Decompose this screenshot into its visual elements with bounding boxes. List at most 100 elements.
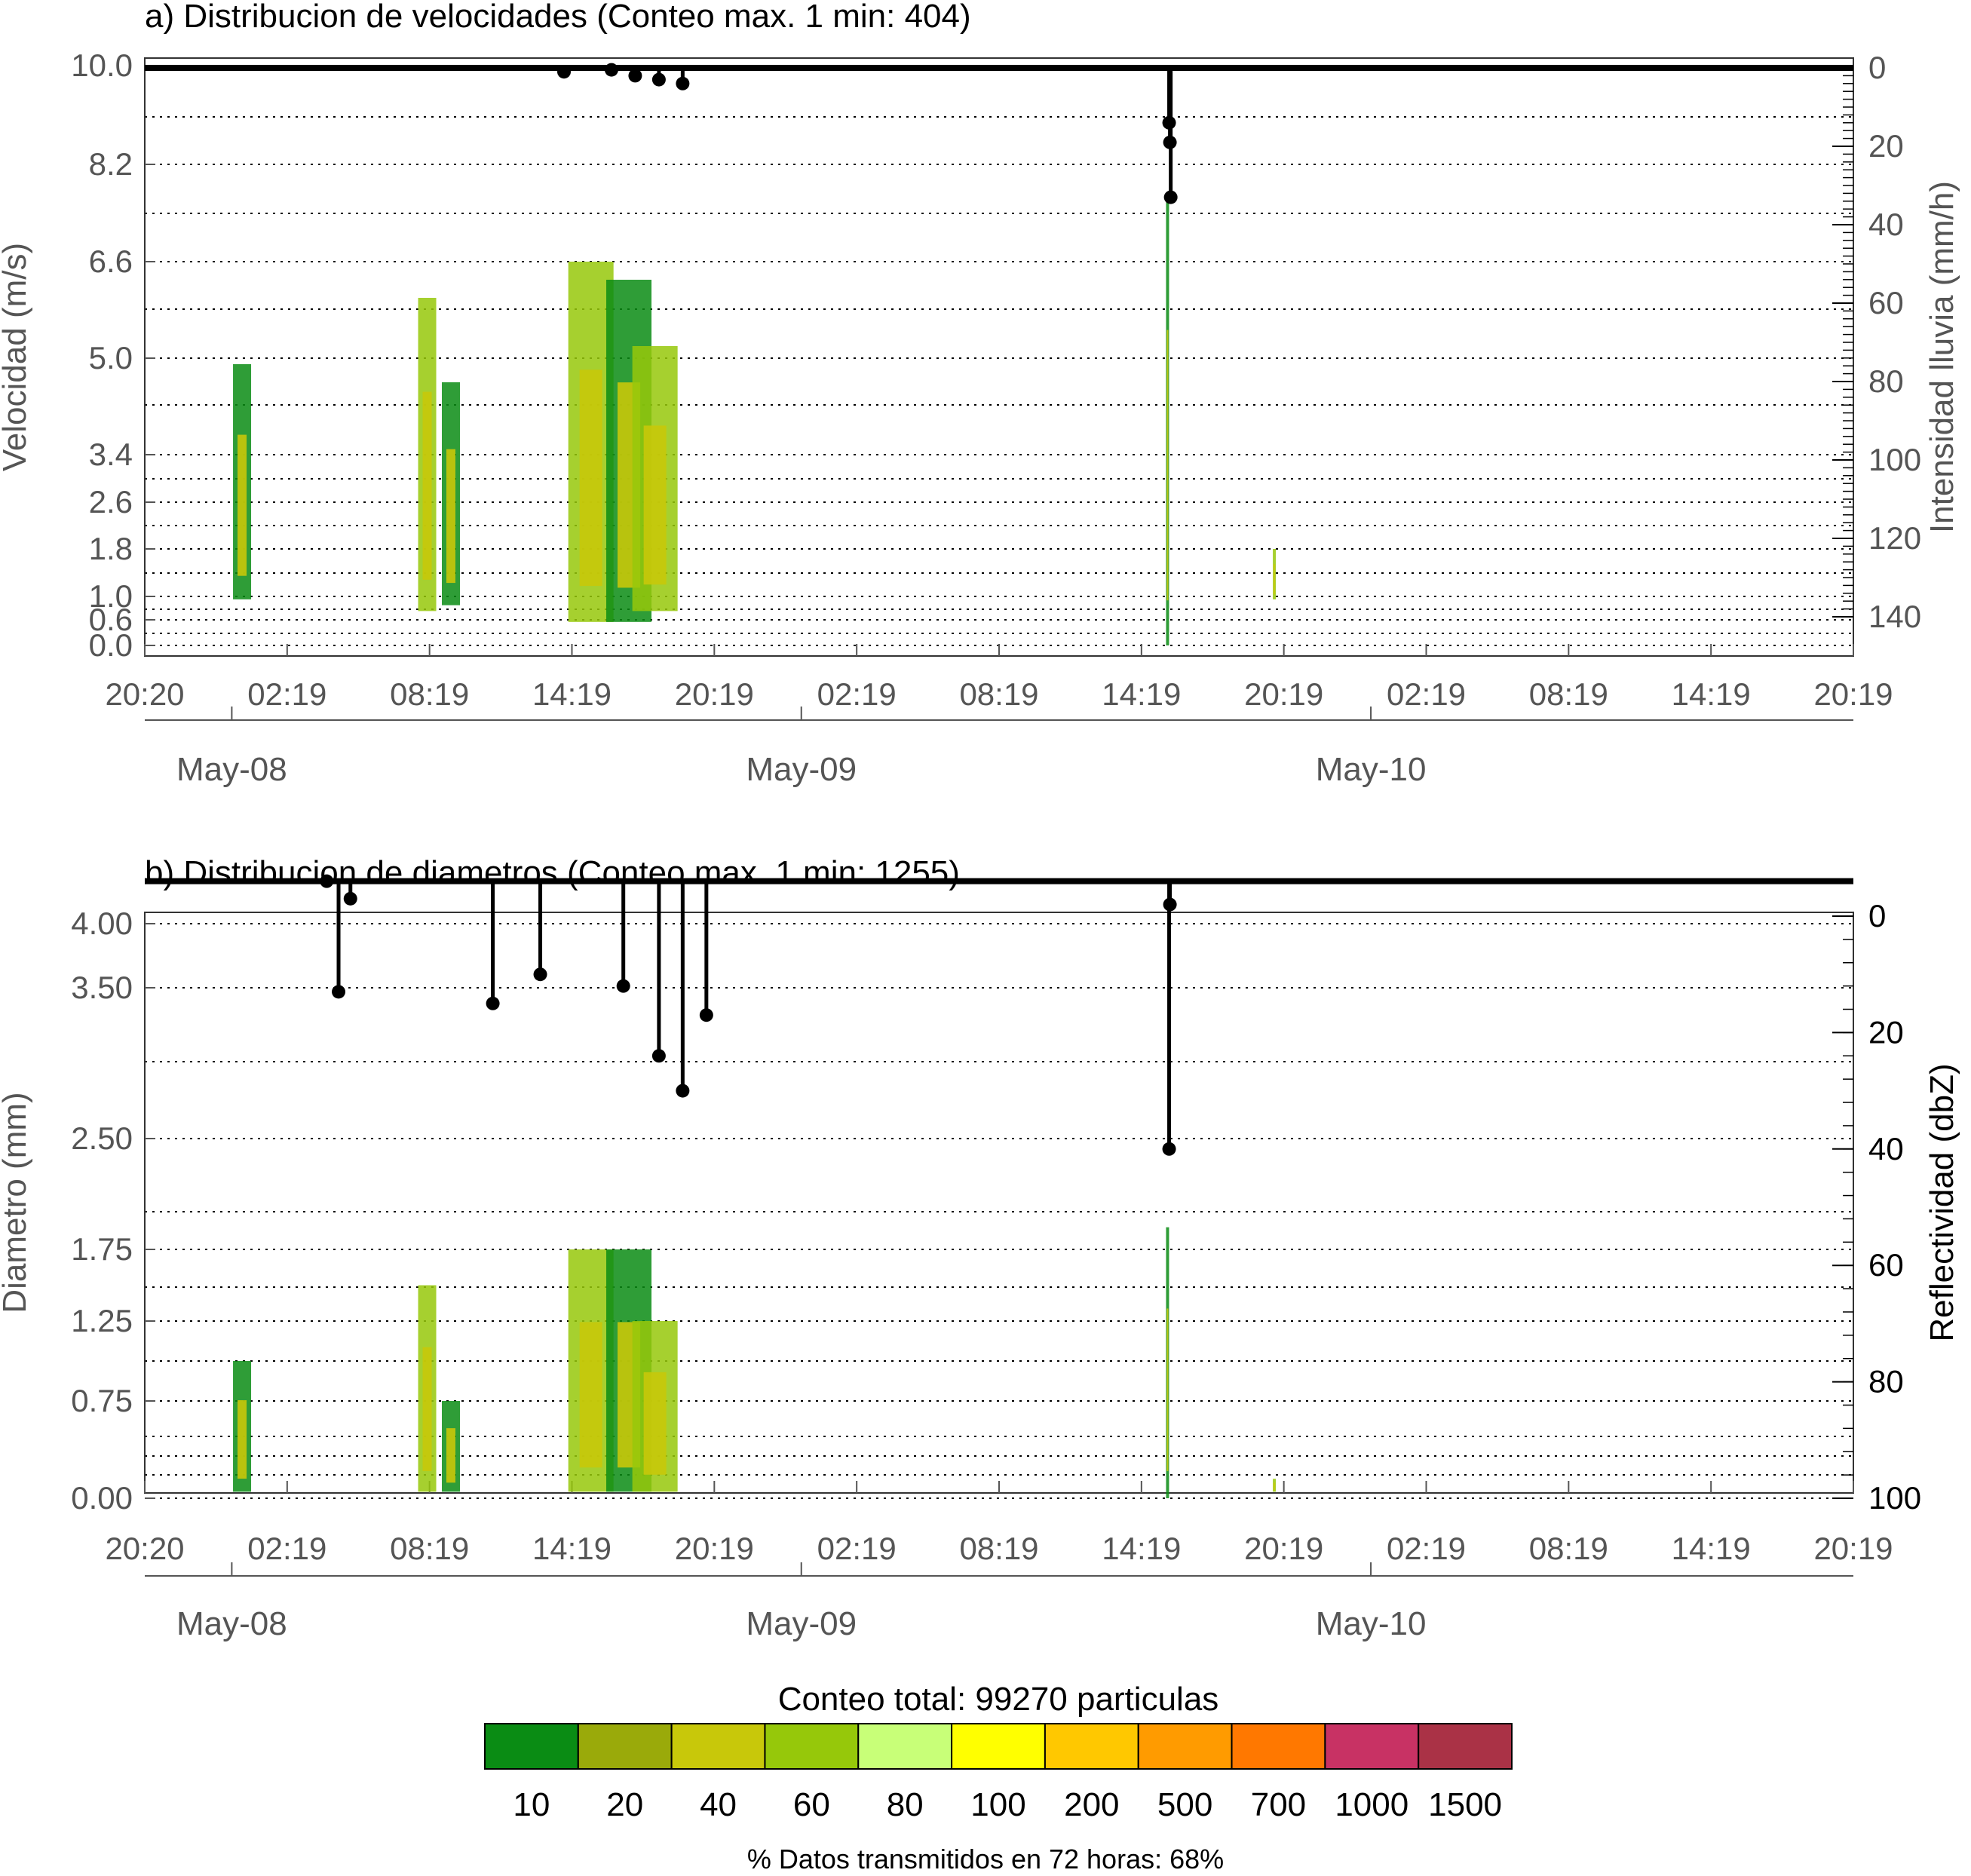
x-tick-label: 02:19 [817, 1531, 897, 1566]
y2-tick-label: 80 [1868, 1364, 1904, 1399]
x-tick-label: 14:19 [1102, 676, 1181, 712]
x-tick-label: 20:20 [105, 1531, 184, 1566]
series-point [332, 985, 346, 999]
colorbar-label: 100 [970, 1786, 1025, 1823]
colorbar-swatch [670, 1723, 766, 1770]
y-tick-label: 8.2 [89, 146, 133, 182]
series-point [1163, 897, 1177, 912]
colorbar-swatch [1044, 1723, 1139, 1770]
colorbar-swatch [1231, 1723, 1326, 1770]
y-tick-label: 2.50 [71, 1120, 133, 1156]
y2-tick-label: 100 [1868, 1480, 1921, 1516]
distribution-core [643, 425, 667, 585]
distribution-core [643, 1372, 667, 1475]
footer-note: % Datos transmitidos en 72 horas: 68% [747, 1844, 1224, 1874]
date-label: May-08 [176, 1605, 287, 1642]
colorbar-label: 60 [793, 1786, 830, 1823]
x-tick-label: 20:19 [675, 1531, 754, 1566]
distribution-core [579, 369, 602, 587]
x-tick-label: 02:19 [1387, 676, 1466, 712]
date-label: May-08 [176, 751, 287, 788]
date-label: May-09 [746, 751, 857, 788]
y-tick-label: 1.25 [71, 1303, 133, 1338]
colorbar-label: 500 [1157, 1786, 1212, 1823]
distribution-core [579, 1322, 602, 1468]
series-point [699, 1008, 713, 1022]
colorbar-swatch [1137, 1723, 1233, 1770]
y2-tick-label: 120 [1868, 520, 1921, 556]
y-tick-label: 3.50 [71, 970, 133, 1005]
series-point [343, 891, 357, 906]
y2-tick-label: 20 [1868, 128, 1904, 164]
y2-tick-label: 40 [1868, 1131, 1904, 1166]
x-tick-label: 20:19 [675, 676, 754, 712]
y-tick-label: 4.00 [71, 906, 133, 941]
y-tick-label: 6.6 [89, 244, 133, 279]
colorbar-label: 10 [513, 1786, 550, 1823]
colorbar-title: Conteo total: 99270 particulas [778, 1681, 1219, 1718]
x-tick-label: 02:19 [247, 676, 326, 712]
x-tick-label: 14:19 [1102, 1531, 1181, 1566]
x-tick-label: 20:20 [105, 676, 184, 712]
y2-tick-label: 60 [1868, 1247, 1904, 1283]
distribution-core [1274, 564, 1276, 595]
y2-tick-label: 0 [1868, 50, 1886, 85]
distribution-core [422, 1347, 432, 1472]
distribution-core [238, 1400, 247, 1479]
y-tick-label: 10.0 [71, 48, 133, 83]
colorbar-swatch [951, 1723, 1046, 1770]
series-point [628, 69, 642, 83]
x-tick-label: 02:19 [817, 676, 897, 712]
x-tick-label: 08:19 [959, 676, 1038, 712]
distribution-core [422, 391, 432, 580]
distribution-core [446, 1428, 455, 1483]
date-label: May-09 [746, 1605, 857, 1642]
colorbar-label: 1000 [1335, 1786, 1409, 1823]
series-point [1163, 190, 1178, 204]
series-point [651, 72, 666, 87]
date-label: May-10 [1316, 751, 1427, 788]
y-axis-label: Velocidad (m/s) [0, 243, 33, 471]
y2-tick-label: 60 [1868, 285, 1904, 320]
colorbar-label: 40 [700, 1786, 737, 1823]
y-tick-label: 3.4 [89, 437, 133, 472]
x-tick-label: 08:19 [1529, 676, 1608, 712]
series-point [651, 1049, 666, 1063]
distribution-core [1166, 330, 1169, 601]
series-point [1162, 1142, 1176, 1156]
distribution-core [446, 449, 455, 584]
x-tick-label: 08:19 [390, 676, 469, 712]
y-tick-label: 5.0 [89, 340, 133, 376]
series-point [533, 967, 547, 982]
x-tick-label: 20:19 [1244, 676, 1323, 712]
colorbar-swatch [764, 1723, 860, 1770]
y-tick-label: 2.6 [89, 484, 133, 520]
colorbar-swatch [1324, 1723, 1420, 1770]
y2-tick-label: 80 [1868, 363, 1904, 399]
y-tick-label: 0.0 [89, 627, 133, 663]
y-axis-label: Diametro (mm) [0, 1092, 33, 1313]
y-tick-label: 1.75 [71, 1231, 133, 1267]
x-tick-label: 14:19 [532, 1531, 612, 1566]
series-point [676, 76, 690, 90]
chart-title: b) Distribucion de diametros (Conteo max… [145, 854, 960, 891]
x-tick-label: 08:19 [390, 1531, 469, 1566]
series-point [676, 1084, 690, 1098]
y2-tick-label: 40 [1868, 207, 1904, 242]
series-point [557, 65, 572, 79]
series-point [616, 979, 630, 993]
y2-tick-label: 100 [1868, 442, 1921, 477]
colorbar-swatch [577, 1723, 673, 1770]
colorbar-label: 1500 [1428, 1786, 1502, 1823]
x-tick-label: 20:19 [1813, 1531, 1893, 1566]
colorbar-swatch [1418, 1723, 1513, 1770]
x-tick-label: 14:19 [1672, 1531, 1751, 1566]
x-tick-label: 02:19 [247, 1531, 326, 1566]
plot-frame [144, 57, 1854, 657]
y2-tick-label: 0 [1868, 898, 1886, 933]
y-tick-label: 0.6 [89, 602, 133, 637]
colorbar-label: 20 [606, 1786, 643, 1823]
panel-diameter: b) Distribucion de diametros (Conteo max… [0, 854, 1960, 1642]
y-tick-label: 1.8 [89, 531, 133, 566]
